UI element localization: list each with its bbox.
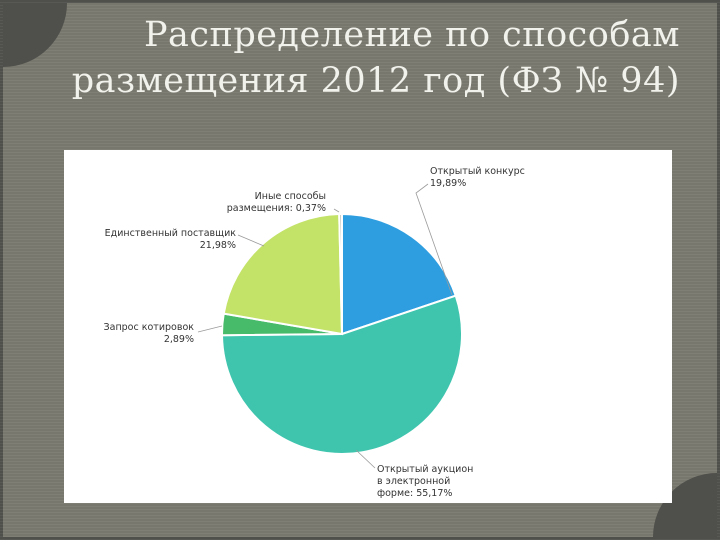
label-single-supplier-name: Единственный поставщик [105, 228, 237, 239]
slide-title: Распределение по способам размещения 201… [40, 12, 680, 104]
leader-line-open-contest [415, 183, 453, 296]
leader-line-other [333, 208, 340, 213]
pie-slice-4 [222, 213, 344, 336]
slide-title-line-2: размещения 2012 год (ФЗ № 94) [71, 61, 680, 101]
label-other-name: Иные способы [255, 191, 326, 202]
pie-slice-1 [341, 212, 457, 336]
slide-title-line-1: Распределение по способам [143, 15, 680, 55]
leader-line-e-auction [355, 449, 376, 469]
chart-panel: Открытый конкурс 19,89% Открытый аукцион… [64, 150, 672, 503]
pie-slices [220, 212, 463, 455]
label-open-contest-value: 19,89% [430, 178, 466, 189]
label-other-value: размещения: 0,37% [227, 203, 326, 214]
pie-slice-5 [338, 212, 343, 335]
label-e-auction-line3: форме: 55,17% [377, 488, 452, 499]
label-open-contest-name: Открытый конкурс [430, 166, 525, 177]
data-labels: Открытый конкурс 19,89% Открытый аукцион… [104, 166, 525, 499]
label-quotations-value: 2,89% [164, 334, 194, 345]
label-quotations-name: Запрос котировок [104, 322, 195, 333]
label-e-auction-line1: Открытый аукцион [377, 464, 473, 475]
leader-line-quotations [197, 325, 223, 333]
label-e-auction-line2: в электронной [377, 476, 450, 487]
label-single-supplier-value: 21,98% [200, 240, 236, 251]
leader-lines [197, 183, 453, 469]
leader-line-single-supplier [237, 234, 265, 247]
pie-chart: Открытый конкурс 19,89% Открытый аукцион… [104, 166, 525, 499]
